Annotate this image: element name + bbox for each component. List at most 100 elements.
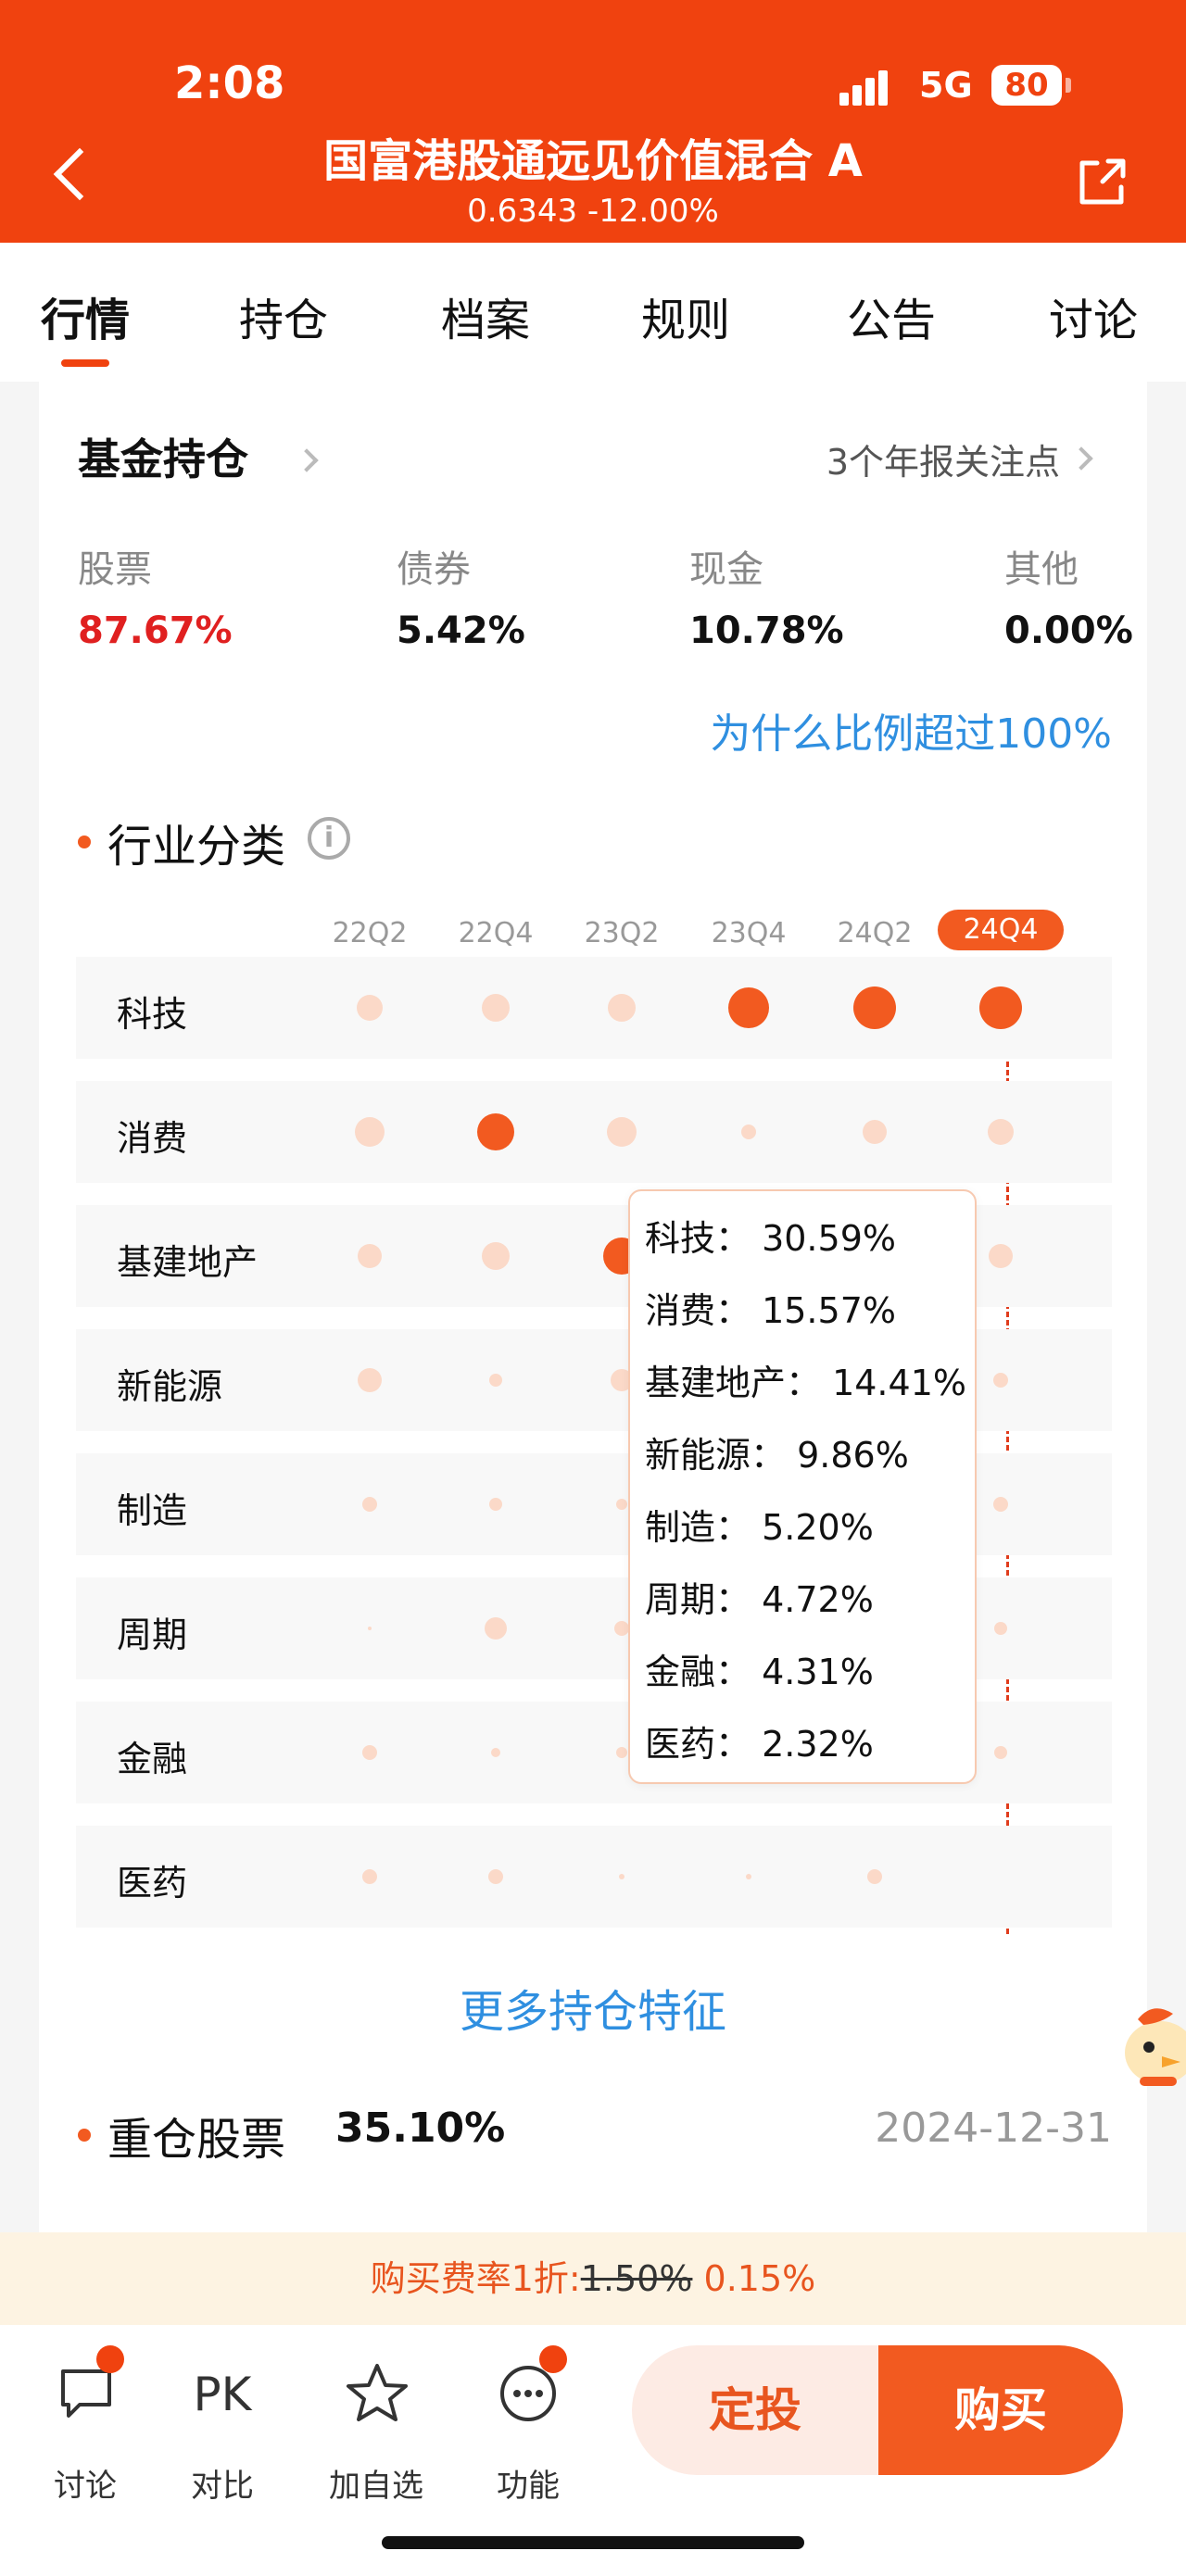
- star-icon: [347, 2364, 408, 2421]
- chevron-right-icon[interactable]: [1069, 446, 1093, 471]
- industry-bubble[interactable]: [482, 1242, 510, 1270]
- fee-original: 1.50%: [580, 2258, 693, 2299]
- alloc-stock-value: 87.67%: [78, 609, 233, 652]
- notification-badge: [539, 2345, 567, 2373]
- tab-holdings[interactable]: 持仓: [239, 295, 329, 346]
- bottom-compare-label: 对比: [191, 2468, 254, 2505]
- tab-rules[interactable]: 规则: [641, 295, 731, 346]
- industry-bubble[interactable]: [619, 1874, 625, 1879]
- buy-button[interactable]: 购买: [878, 2345, 1123, 2475]
- bottom-bar: 讨论 PK 对比 加自选 功能 定投 购买: [0, 2325, 1186, 2576]
- industry-bubble[interactable]: [491, 1748, 500, 1757]
- section-dot: [78, 2129, 91, 2142]
- tab-profile[interactable]: 档案: [441, 295, 531, 346]
- industry-bubble[interactable]: [853, 986, 896, 1029]
- industry-bubble[interactable]: [358, 1368, 382, 1392]
- industry-bubble[interactable]: [994, 1622, 1007, 1635]
- bottom-discuss[interactable]: 讨论: [20, 2345, 150, 2505]
- industry-bubble[interactable]: [355, 1117, 385, 1147]
- industry-bubble[interactable]: [994, 1746, 1007, 1759]
- battery-icon: 80: [991, 65, 1062, 106]
- tab-market[interactable]: 行情: [41, 295, 131, 346]
- industry-bubble[interactable]: [489, 1498, 502, 1511]
- industry-bubble[interactable]: [362, 1497, 377, 1512]
- tooltip-line: 制造： 5.20%: [645, 1507, 874, 1548]
- fee-banner[interactable]: 购买费率1折:1.50% 0.15%: [0, 2232, 1186, 2325]
- tooltip-line: 周期： 4.72%: [645, 1579, 874, 1620]
- mascot-icon[interactable]: [1116, 1992, 1186, 2093]
- industry-bubble[interactable]: [741, 1125, 756, 1139]
- industry-bubble[interactable]: [616, 1499, 627, 1510]
- industry-label: 消费: [117, 1118, 188, 1159]
- industry-bubble[interactable]: [358, 1244, 382, 1268]
- bottom-functions[interactable]: 功能: [463, 2345, 593, 2505]
- quarter-header[interactable]: 23Q2: [584, 917, 660, 949]
- industry-bubble[interactable]: [362, 1745, 377, 1760]
- industry-bubble[interactable]: [485, 1617, 507, 1640]
- industry-bubble[interactable]: [988, 1119, 1014, 1145]
- industry-bubble[interactable]: [989, 1244, 1013, 1268]
- industry-bubble[interactable]: [979, 986, 1022, 1029]
- alloc-cash-label: 现金: [689, 548, 763, 591]
- industry-label: 周期: [117, 1615, 188, 1655]
- bottom-compare[interactable]: PK 对比: [158, 2345, 287, 2505]
- tooltip-line: 医药： 2.32%: [645, 1724, 874, 1765]
- industry-bubble[interactable]: [368, 1627, 372, 1630]
- holdings-card: 基金持仓 3个年报关注点 股票 87.67% 债券 5.42% 现金 10.78…: [39, 382, 1147, 2232]
- heavy-stocks-ratio: 35.10%: [335, 2105, 506, 2152]
- more-icon: [500, 2366, 556, 2421]
- home-indicator[interactable]: [382, 2536, 804, 2549]
- notification-badge: [96, 2345, 124, 2373]
- industry-row[interactable]: [76, 1826, 1112, 1928]
- quarter-header[interactable]: 22Q4: [458, 917, 534, 949]
- industry-bubble[interactable]: [489, 1374, 502, 1387]
- tab-bar: 行情 持仓 档案 规则 公告 讨论: [0, 243, 1186, 382]
- quarter-header[interactable]: 24Q2: [837, 917, 913, 949]
- industry-bubble[interactable]: [614, 1621, 629, 1636]
- industry-bubble[interactable]: [867, 1869, 882, 1884]
- tooltip-line: 消费： 15.57%: [645, 1290, 896, 1331]
- why-over-100-link[interactable]: 为什么比例超过100%: [710, 710, 1112, 758]
- quarter-header[interactable]: 24Q4: [938, 910, 1064, 950]
- info-icon[interactable]: i: [308, 817, 350, 860]
- industry-label: 制造: [117, 1490, 188, 1531]
- industry-row[interactable]: [76, 1081, 1112, 1183]
- quarter-header[interactable]: 22Q2: [332, 917, 408, 949]
- more-holding-features-link[interactable]: 更多持仓特征: [459, 1986, 726, 2038]
- battery-tip: [1066, 78, 1071, 93]
- chevron-right-icon[interactable]: [295, 448, 319, 472]
- network-label: 5G: [919, 65, 973, 106]
- industry-bubble[interactable]: [728, 987, 769, 1028]
- share-icon[interactable]: [1075, 156, 1129, 209]
- quarter-header[interactable]: 23Q4: [711, 917, 787, 949]
- industry-bubble[interactable]: [863, 1120, 887, 1144]
- fund-price: 0.6343 -12.00%: [467, 193, 719, 230]
- industry-bubble[interactable]: [616, 1747, 627, 1758]
- industry-bubble[interactable]: [607, 1117, 637, 1147]
- alloc-bond-value: 5.42%: [397, 609, 525, 652]
- industry-bubble[interactable]: [993, 1373, 1008, 1388]
- industry-row[interactable]: [76, 957, 1112, 1059]
- fee-current: 0.15%: [703, 2258, 816, 2299]
- industry-label: 金融: [117, 1739, 188, 1779]
- industry-label: 科技: [117, 994, 188, 1035]
- annual-report-notice[interactable]: 3个年报关注点: [826, 442, 1060, 483]
- tab-announcements[interactable]: 公告: [847, 295, 937, 346]
- industry-bubble[interactable]: [746, 1874, 751, 1879]
- fund-title: 国富港股通远见价值混合 A: [323, 135, 863, 187]
- industry-bubble[interactable]: [477, 1113, 514, 1150]
- industry-bubble[interactable]: [993, 1497, 1008, 1512]
- bottom-watchlist-label: 加自选: [329, 2468, 423, 2505]
- status-time: 2:08: [174, 57, 285, 109]
- industry-bubble[interactable]: [357, 995, 383, 1021]
- industry-bubble[interactable]: [362, 1869, 377, 1884]
- industry-bubble[interactable]: [608, 994, 636, 1022]
- header: 2:08 5G 80 国富港股通远见价值混合 A 0.6343 -12.00%: [0, 0, 1186, 243]
- industry-bubble[interactable]: [488, 1869, 503, 1884]
- industry-bubble[interactable]: [482, 994, 510, 1022]
- bottom-watchlist[interactable]: 加自选: [311, 2345, 441, 2505]
- heavy-stocks-title: 重仓股票: [107, 2114, 286, 2166]
- tab-discussion[interactable]: 讨论: [1049, 295, 1139, 346]
- auto-invest-button[interactable]: 定投: [632, 2345, 878, 2475]
- holdings-title[interactable]: 基金持仓: [78, 434, 248, 484]
